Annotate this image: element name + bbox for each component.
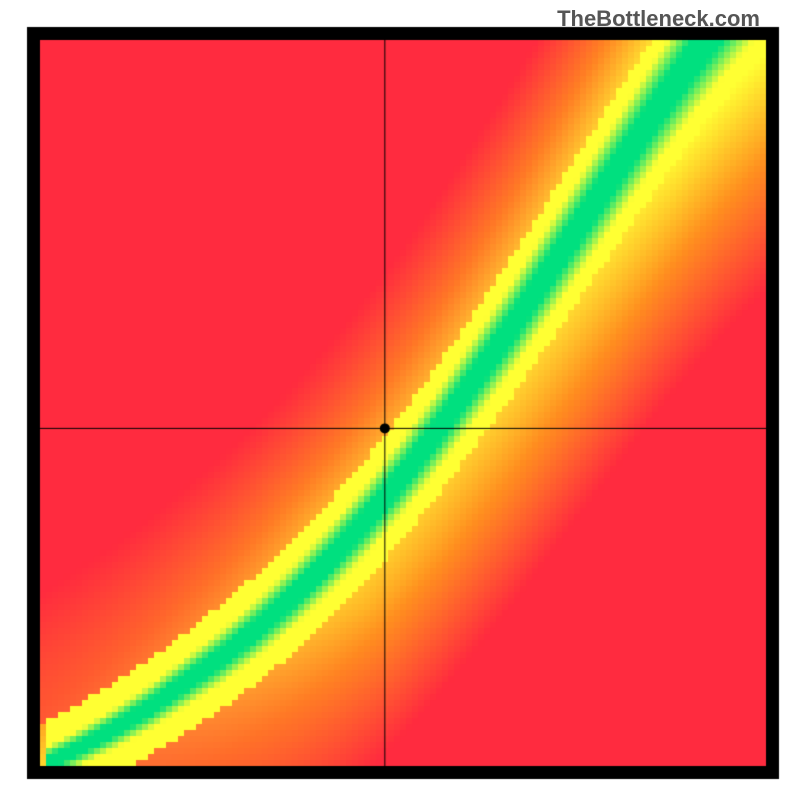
watermark-text: TheBottleneck.com bbox=[557, 6, 760, 32]
chart-container: TheBottleneck.com bbox=[0, 0, 800, 800]
bottleneck-heatmap bbox=[0, 0, 800, 800]
